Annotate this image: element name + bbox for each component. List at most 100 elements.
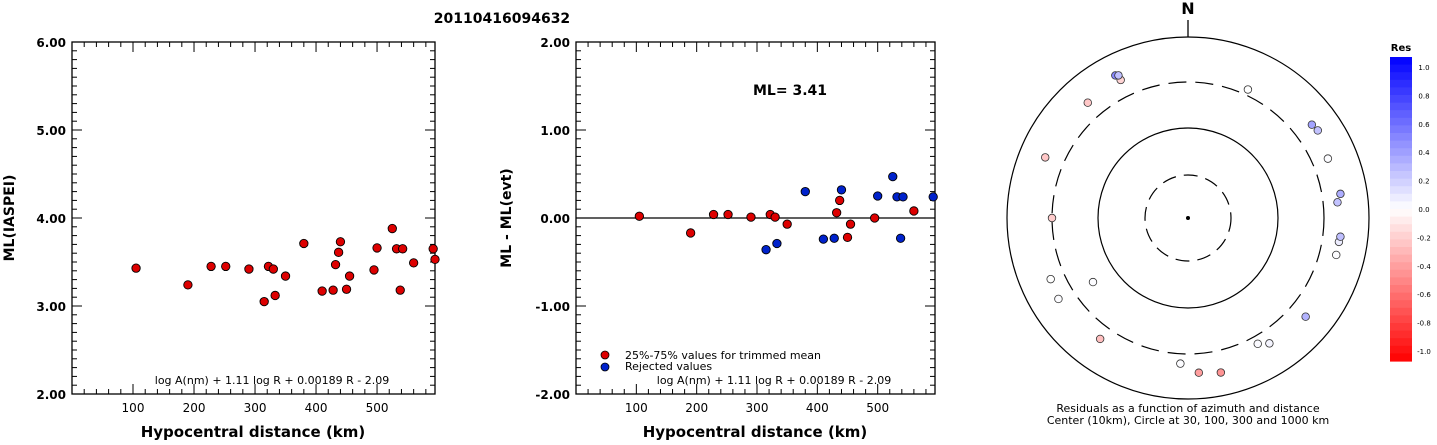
colorbar-title: Res xyxy=(1391,43,1411,54)
azimuth-residual-point xyxy=(1313,126,1322,135)
trimmed-mean-point xyxy=(723,209,733,220)
rejected-point xyxy=(873,191,883,201)
colorbar-label: -1.0 xyxy=(1417,348,1431,356)
azimuth-residual-point xyxy=(1114,71,1123,80)
rejected-point xyxy=(800,186,810,197)
azimuth-residual-point xyxy=(1088,277,1098,287)
trimmed-mean-point xyxy=(685,228,696,238)
colorbar-cell xyxy=(1390,102,1412,111)
azimuth-residual-point xyxy=(1336,189,1345,199)
colorbar-cell xyxy=(1390,186,1412,195)
rejected-point xyxy=(928,192,938,202)
residual-y-axis-label: ML - ML(evt) xyxy=(499,168,515,267)
trimmed-mean-point xyxy=(842,232,853,243)
magnitude-point xyxy=(398,244,408,254)
colorbar-label: 1.0 xyxy=(1418,64,1429,72)
colorbar-cell xyxy=(1390,300,1412,309)
azimuth-residual-point xyxy=(1307,120,1317,129)
colorbar-cell xyxy=(1390,277,1412,286)
rejected-point xyxy=(829,233,839,243)
y-tick-label: 0.00 xyxy=(540,212,570,226)
colorbar-cells xyxy=(1390,57,1412,362)
ring-300km xyxy=(1051,81,1325,355)
y-tick-label: -2.00 xyxy=(535,388,570,402)
colorbar-cell xyxy=(1390,254,1412,263)
colorbar: Res 1.0 0.8 0.6 0.4 0.2 0.0 -0.2 -0.4 -0.6 -0.8 -1… xyxy=(1390,43,1431,362)
rejected-point xyxy=(895,233,906,243)
y-tick-label: -1.00 xyxy=(535,300,570,314)
colorbar-cell xyxy=(1390,178,1412,187)
magnitude-point xyxy=(330,259,341,270)
colorbar-label: -0.8 xyxy=(1417,320,1431,328)
trimmed-mean-point xyxy=(770,212,780,222)
magnitude-point xyxy=(131,263,141,273)
north-label: N xyxy=(1181,0,1194,18)
magnitude-point xyxy=(372,243,382,253)
colorbar-cell xyxy=(1390,64,1412,73)
colorbar-cell xyxy=(1390,163,1412,172)
residual-formula: log A(nm) + 1.11 log R + 0.00189 R - 2.0… xyxy=(657,374,891,387)
azimuth-residual-point xyxy=(1194,368,1204,377)
legend-label-trimmed: 25%-75% values for trimmed mean xyxy=(625,349,821,362)
colorbar-cell xyxy=(1390,201,1412,210)
azimuth-residual-point xyxy=(1046,274,1055,284)
magnitude-point xyxy=(408,258,419,268)
rejected-point xyxy=(888,171,898,182)
azimuth-residual-point xyxy=(1336,232,1345,241)
rejected-point xyxy=(772,238,782,249)
colorbar-label: -0.6 xyxy=(1417,291,1431,299)
azimuth-residual-point xyxy=(1054,294,1063,304)
azimuth-residual-point xyxy=(1047,213,1057,223)
azimuth-residual-point xyxy=(1083,98,1092,107)
magnitude-point xyxy=(221,261,231,272)
azimuth-residual-point xyxy=(1176,359,1185,368)
colorbar-cell xyxy=(1390,209,1412,218)
azimuth-residual-point xyxy=(1253,339,1262,349)
trimmed-mean-point xyxy=(835,195,845,206)
magnitude-points xyxy=(131,223,440,307)
y-tick-label: 4.00 xyxy=(36,212,66,226)
x-tick-label: 500 xyxy=(866,401,889,415)
y-tick-label: 2.00 xyxy=(540,36,570,50)
colorbar-cell xyxy=(1390,338,1412,347)
magnitude-point xyxy=(387,223,397,234)
legend-label-rejected: Rejected values xyxy=(625,360,712,373)
x-tick-label: 500 xyxy=(366,401,389,415)
trimmed-mean-point xyxy=(870,213,880,223)
magnitude-point xyxy=(344,271,355,281)
ring-1000km xyxy=(1006,36,1370,400)
colorbar-cell xyxy=(1390,125,1412,134)
rejected-point xyxy=(761,245,771,255)
residual-x-axis-label: Hypocentral distance (km) xyxy=(643,423,868,441)
colorbar-cell xyxy=(1390,224,1412,233)
x-tick-label: 100 xyxy=(122,401,145,415)
magnitude-point xyxy=(244,264,254,274)
azimuth-residual-point xyxy=(1216,368,1226,377)
colorbar-cell xyxy=(1390,133,1412,142)
azimuth-residual-point xyxy=(1041,153,1050,162)
polar-caption-1: Residuals as a function of azimuth and d… xyxy=(1056,402,1319,415)
legend-marker-rejected xyxy=(600,362,610,372)
azimuth-residual-point xyxy=(1332,250,1341,260)
magnitude-y-axis-label: ML(IASPEI) xyxy=(2,175,18,262)
azimuth-panel: N Residuals as a function of azimuth and… xyxy=(1006,0,1370,427)
azimuth-residual-point xyxy=(1265,339,1274,348)
magnitude-point xyxy=(317,286,327,296)
ml-annotation: ML= 3.41 xyxy=(753,83,827,99)
colorbar-label: 0.8 xyxy=(1418,92,1429,100)
magnitude-panel: 100 200 300 400 500 2.00 3.00 4.00 5.00 6.00 ML(I… xyxy=(2,36,440,441)
magnitude-point xyxy=(430,254,440,265)
azimuth-residual-point xyxy=(1243,85,1253,94)
center-point xyxy=(1186,216,1190,220)
colorbar-cell xyxy=(1390,95,1412,104)
y-tick-label: 3.00 xyxy=(36,300,66,314)
colorbar-cell xyxy=(1390,57,1412,66)
magnitude-point xyxy=(341,284,352,294)
colorbar-cell xyxy=(1390,87,1412,96)
trimmed-mean-point xyxy=(832,208,842,218)
magnitude-point xyxy=(428,244,438,254)
colorbar-cell xyxy=(1390,155,1412,164)
y-tick-label: 6.00 xyxy=(36,36,66,50)
trimmed-mean-point xyxy=(708,209,719,220)
magnitude-point xyxy=(328,285,338,295)
